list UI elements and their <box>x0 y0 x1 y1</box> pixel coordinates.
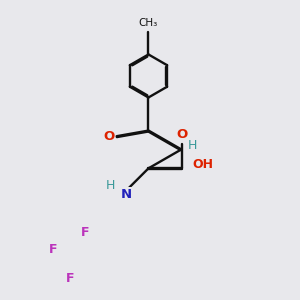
Text: N: N <box>121 188 132 201</box>
Text: H: H <box>188 139 197 152</box>
Text: CH₃: CH₃ <box>139 18 158 28</box>
Text: O: O <box>103 130 114 143</box>
Text: OH: OH <box>192 158 213 171</box>
Text: H: H <box>105 178 115 192</box>
Text: F: F <box>66 272 74 285</box>
Text: O: O <box>176 128 188 141</box>
Text: F: F <box>48 243 57 256</box>
Text: F: F <box>81 226 89 239</box>
